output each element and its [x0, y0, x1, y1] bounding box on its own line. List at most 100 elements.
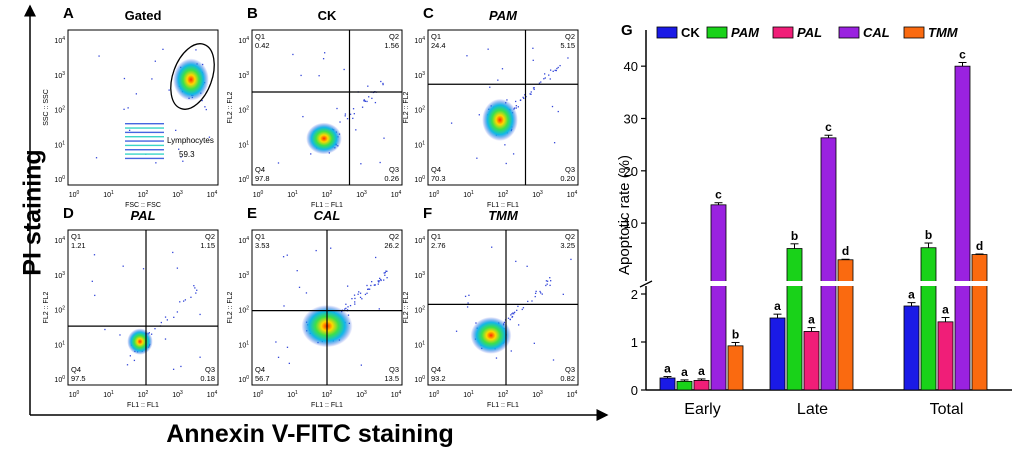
event-dot — [546, 283, 548, 285]
quadrant-name: Q3 — [389, 365, 399, 374]
panel-letter: C — [423, 5, 434, 22]
x-tick-label: 103 — [532, 390, 543, 399]
event-dot — [277, 162, 280, 164]
x-axis-label: FL1 :: FL1 — [487, 202, 519, 209]
legend-swatch — [772, 26, 794, 39]
y-tick-label: 20 — [624, 164, 638, 179]
density-core — [482, 98, 518, 141]
x-tick-label: 103 — [172, 190, 183, 199]
quadrant-name: Q2 — [389, 232, 399, 241]
event-dot — [352, 117, 354, 120]
tick-exponent: 3 — [540, 390, 543, 396]
x-tick-label: 100 — [429, 190, 440, 199]
tick-exponent: 0 — [422, 375, 425, 381]
x-tick-label: 104 — [567, 190, 578, 199]
event-dot — [154, 328, 156, 330]
event-dot — [346, 118, 349, 120]
event-dot — [524, 94, 526, 96]
event-dot — [283, 305, 285, 307]
event-dot — [507, 317, 510, 319]
event-dot — [298, 286, 301, 289]
event-dot — [322, 58, 325, 60]
bar — [786, 248, 803, 391]
y-axis-label: FL2 :: FL2 — [403, 91, 410, 123]
tick-exponent: 4 — [246, 36, 249, 42]
event-dot — [530, 91, 532, 93]
event-dot — [517, 324, 520, 326]
significance-letter: c — [825, 120, 832, 134]
y-tick-label: 103 — [54, 71, 65, 80]
event-dot — [346, 309, 349, 311]
event-dot — [282, 256, 285, 258]
significance-letter: a — [681, 365, 688, 379]
x-tick-label: 103 — [356, 390, 367, 399]
tick-exponent: 4 — [575, 390, 578, 396]
x-axis-label: FL1 :: FL1 — [311, 202, 343, 209]
event-dot — [176, 267, 179, 269]
event-dot — [466, 55, 468, 57]
y-tick-label: 101 — [238, 140, 249, 149]
event-dot — [344, 308, 346, 310]
event-dot — [513, 313, 515, 315]
density-core — [470, 316, 512, 354]
tick-exponent: 2 — [506, 190, 509, 196]
event-dot — [349, 304, 352, 307]
tick-exponent: 1 — [246, 340, 249, 346]
event-dot — [366, 284, 368, 287]
event-dot — [386, 277, 388, 279]
bar — [837, 259, 854, 391]
y-tick-label: 103 — [54, 271, 65, 280]
bar — [710, 204, 727, 391]
y-tick-label: 2 — [631, 287, 638, 302]
quadrant-value: 56.7 — [255, 374, 270, 383]
event-dot — [164, 338, 167, 340]
event-dot — [562, 293, 564, 295]
event-dot — [122, 265, 124, 267]
tick-exponent: 0 — [437, 190, 440, 196]
x-tick-label: 103 — [356, 190, 367, 199]
quadrant-value: 3.25 — [560, 241, 575, 250]
bar — [937, 321, 954, 391]
event-dot — [379, 161, 381, 164]
event-dot — [292, 53, 294, 56]
panel-letter: A — [63, 5, 74, 22]
quadrant-value: 0.82 — [560, 374, 575, 383]
tick-exponent: 3 — [246, 271, 249, 277]
event-dot — [360, 163, 362, 165]
event-dot — [513, 311, 516, 313]
significance-letter: b — [732, 327, 739, 341]
quadrant-value: 0.20 — [560, 174, 575, 183]
tick-exponent: 2 — [330, 390, 333, 396]
event-dot — [570, 258, 572, 261]
event-dot — [383, 137, 385, 139]
quadrant-value: 70.3 — [431, 174, 446, 183]
y-tick-label: 101 — [54, 340, 65, 349]
event-dot — [552, 359, 555, 361]
x-tick-label: 101 — [463, 190, 474, 199]
event-dot — [515, 107, 517, 109]
event-dot — [512, 153, 515, 155]
event-dot — [366, 292, 368, 294]
event-dot — [511, 315, 514, 318]
event-band — [125, 127, 164, 129]
event-dot — [184, 299, 187, 301]
density-core — [173, 58, 209, 101]
event-dot — [468, 294, 470, 296]
event-dot — [98, 55, 100, 57]
tick-exponent: 0 — [77, 190, 80, 196]
event-dot — [164, 316, 167, 318]
event-dot — [127, 107, 129, 109]
tick-exponent: 0 — [62, 175, 65, 181]
event-dot — [379, 277, 381, 280]
panel-title: TMM — [488, 208, 519, 223]
y-tick-label: 100 — [414, 175, 425, 184]
quadrant-value: 3.53 — [255, 241, 270, 250]
quadrant-value: 5.15 — [560, 41, 575, 50]
x-tick-label: 101 — [287, 190, 298, 199]
quadrant-name: Q3 — [565, 165, 575, 174]
tick-exponent: 4 — [62, 36, 65, 42]
panel-letter: F — [423, 205, 432, 222]
event-dot — [554, 69, 556, 72]
bar — [659, 377, 676, 391]
event-dot — [128, 129, 131, 131]
